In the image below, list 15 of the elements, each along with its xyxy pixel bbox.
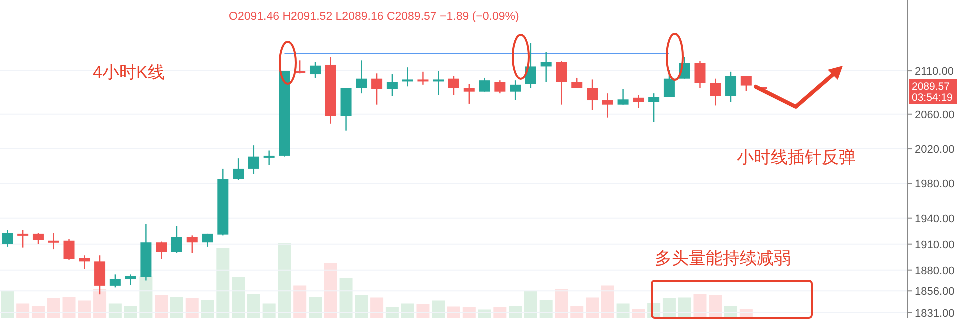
ytick: 2020.00 (915, 144, 955, 156)
ytick: 1980.00 (915, 178, 955, 191)
ytick: 2110.00 (915, 66, 954, 78)
ytick: 1910.00 (915, 239, 955, 252)
ytick: 1831.00 (915, 308, 955, 320)
annotation: 03:54:19 (912, 92, 953, 104)
ytick: 1856.00 (915, 286, 955, 298)
ytick: 1940.00 (915, 213, 955, 226)
annotation: 小时线插针反弹 (737, 148, 856, 167)
ytick: 2060.00 (915, 109, 955, 122)
annotation: 2089.57 (912, 81, 950, 93)
annotation: O2091.46 H2091.52 L2089.16 C2089.57 −1.89 (−0.09%) (229, 11, 520, 23)
ytick: 1880.00 (915, 265, 955, 278)
annotation: 4小时K线 (93, 63, 165, 82)
annotation: 多头量能持续减弱 (655, 249, 791, 268)
